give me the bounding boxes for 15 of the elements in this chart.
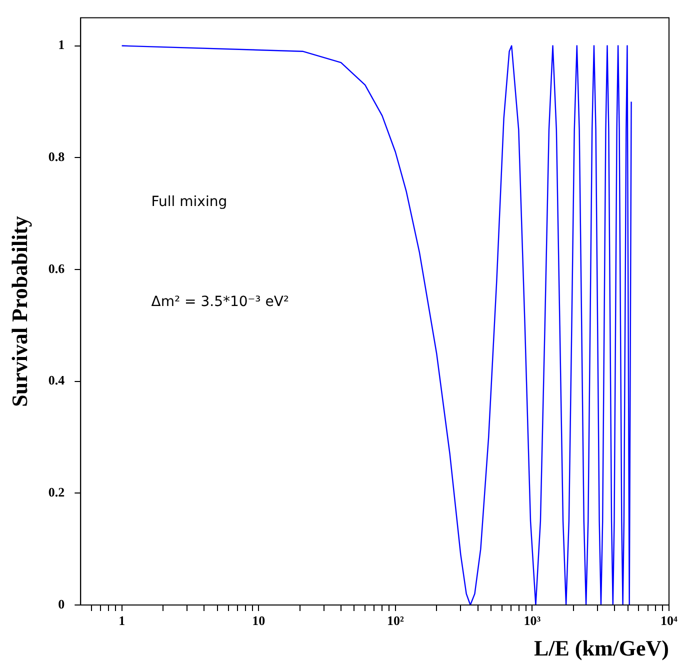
annotation: Full mixing (151, 194, 228, 210)
x-tick-label: 1 (118, 613, 126, 628)
y-tick-label: 0.8 (48, 148, 66, 164)
x-tick-label: 10³ (524, 613, 541, 628)
y-tick-label: 0.4 (48, 372, 66, 388)
x-tick-label: 10 (252, 613, 266, 628)
y-tick-label: 0 (58, 596, 65, 612)
y-tick-label: 0.2 (48, 484, 65, 500)
annotation: Δm² = 3.5*10⁻³ eV² (151, 294, 290, 310)
x-axis-title: L/E (km/GeV) (534, 635, 669, 660)
y-tick-label: 1 (58, 37, 65, 52)
y-tick-label: 0.6 (48, 260, 66, 276)
y-axis-title: Survival Probability (6, 216, 32, 407)
x-tick-label: 10⁴ (660, 613, 678, 628)
x-tick-label: 10² (386, 613, 404, 628)
